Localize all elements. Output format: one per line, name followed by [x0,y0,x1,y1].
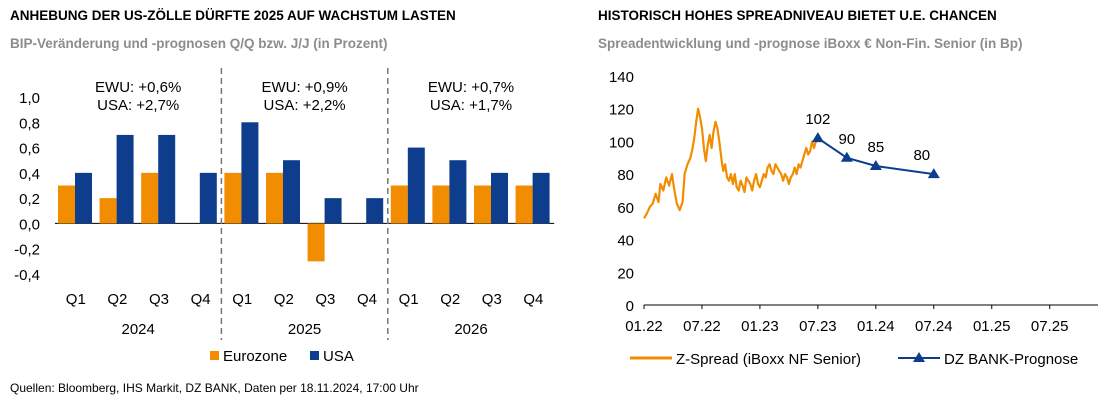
left-chart-subtitle: BIP-Veränderung und -prognosen Q/Q bzw. … [10,36,388,51]
bar-usa-9 [407,147,425,224]
bar-eurozone-9 [390,185,408,224]
forecast-data-label: 85 [867,139,884,156]
x-tick-label: Q3 [149,291,169,308]
bar-eurozone-1 [58,185,75,224]
bar-usa-1 [75,172,92,224]
x-tick-label: 07.23 [799,318,837,335]
x-tick-label: Q2 [107,291,127,308]
bar-eurozone-12 [515,185,533,224]
year-label: 2026 [454,321,487,338]
y-tick-label: 0,8 [19,115,40,132]
bar-usa-10 [449,160,467,224]
x-tick-label: Q3 [315,291,335,308]
y-tick-label: 1,0 [19,90,40,107]
right-chart: 140 120 100 80 60 40 20 0 01.22 07.22 01.23 07.23 01… [609,69,1098,368]
x-tick-label: Q1 [66,291,86,308]
y-tick-label: 0,2 [19,191,40,208]
bar-eurozone-10 [432,185,450,224]
forecast-marker [869,159,882,170]
y-tick-label: 20 [617,265,634,282]
bar-eurozone-2 [99,198,117,224]
left-chart-title: ANHEBUNG DER US-ZÖLLE DÜRFTE 2025 AUF WA… [10,8,456,23]
x-tick-label: 01.23 [741,318,779,335]
x-tick-label: Q4 [191,291,211,308]
y-tick-label: 0,4 [19,166,40,183]
x-tick-label: 01.24 [857,318,895,335]
x-tick-label: 07.25 [1031,318,1069,335]
bar-eurozone-11 [474,185,491,224]
bar-eurozone-7 [307,223,325,262]
annotation-ewu: EWU: +0,7% [428,79,514,96]
x-tick-label: 07.24 [915,318,953,335]
y-tick-label: 140 [609,69,634,86]
legend-swatch-usa [310,351,319,360]
bar-usa-5 [241,122,259,224]
bar-usa-12 [532,172,550,224]
x-tick-label: 01.22 [625,318,663,335]
source-note: Quellen: Bloomberg, IHS Markit, DZ BANK,… [10,381,419,395]
bar-usa-8 [366,198,384,224]
annotation-usa: USA: +2,2% [264,97,346,114]
x-tick-label: Q1 [399,291,419,308]
x-tick-label: 07.22 [683,318,721,335]
y-tick-label: 80 [617,167,634,184]
y-tick-label: 40 [617,233,634,250]
forecast-marker [811,132,824,143]
bar-eurozone-5 [224,172,242,224]
annotation-ewu: EWU: +0,9% [261,79,347,96]
annotation-ewu: EWU: +0,6% [95,79,181,96]
bar-usa-6 [283,160,300,224]
x-tick-label: Q1 [232,291,252,308]
bar-usa-11 [491,172,508,224]
annotation-usa: USA: +1,7% [430,97,512,114]
y-tick-label: -0,2 [14,242,40,259]
x-tick-label: Q3 [482,291,502,308]
forecast-data-label: 102 [805,111,830,128]
annotation-usa: USA: +2,7% [97,97,179,114]
y-tick-label: 100 [609,134,634,151]
bar-usa-4 [199,172,217,224]
bar-usa-3 [158,134,176,224]
left-chart: 1,0 0,8 0,6 0,4 0,2 0,0 -0,2 -0,4 Q1 Q2 Q3 Q4 Q1 Q2 Q3… [14,68,555,365]
x-tick-label: Q2 [274,291,294,308]
x-tick-label: Q4 [357,291,377,308]
y-tick-label: 120 [609,102,634,119]
legend-label-eurozone: Eurozone [223,348,287,365]
y-tick-label: 60 [617,200,634,217]
legend-swatch-eurozone [210,351,219,360]
forecast-data-label: 90 [839,131,856,148]
legend-label-forecast: DZ BANK-Prognose [944,351,1078,368]
right-chart-title: HISTORISCH HOHES SPREADNIVEAU BIETET U.E… [598,8,997,23]
forecast-marker [840,151,853,162]
year-label: 2024 [122,321,155,338]
x-tick-label: Q2 [440,291,460,308]
bar-eurozone-3 [141,172,159,224]
x-tick-label: Q4 [523,291,543,308]
y-tick-label: 0 [626,298,634,315]
y-tick-label: 0,6 [19,141,40,158]
forecast-data-label: 80 [913,147,930,164]
bar-usa-2 [116,134,134,224]
series-line-z-spread [643,107,817,219]
legend-marker-forecast [913,352,925,362]
x-tick-label: 01.25 [973,318,1011,335]
series-line-dz-bank-forecast [817,137,934,176]
legend-label-usa: USA [323,348,354,365]
right-chart-subtitle: Spreadentwicklung und -prognose iBoxx € … [598,36,1023,51]
bar-usa-7 [324,198,342,224]
year-label: 2025 [288,321,321,338]
y-tick-label: 0,0 [19,216,40,233]
forecast-marker [927,168,940,179]
legend-label-z-spread: Z-Spread (iBoxx NF Senior) [676,351,861,368]
y-tick-label: -0,4 [14,267,40,284]
bar-eurozone-6 [266,172,283,224]
